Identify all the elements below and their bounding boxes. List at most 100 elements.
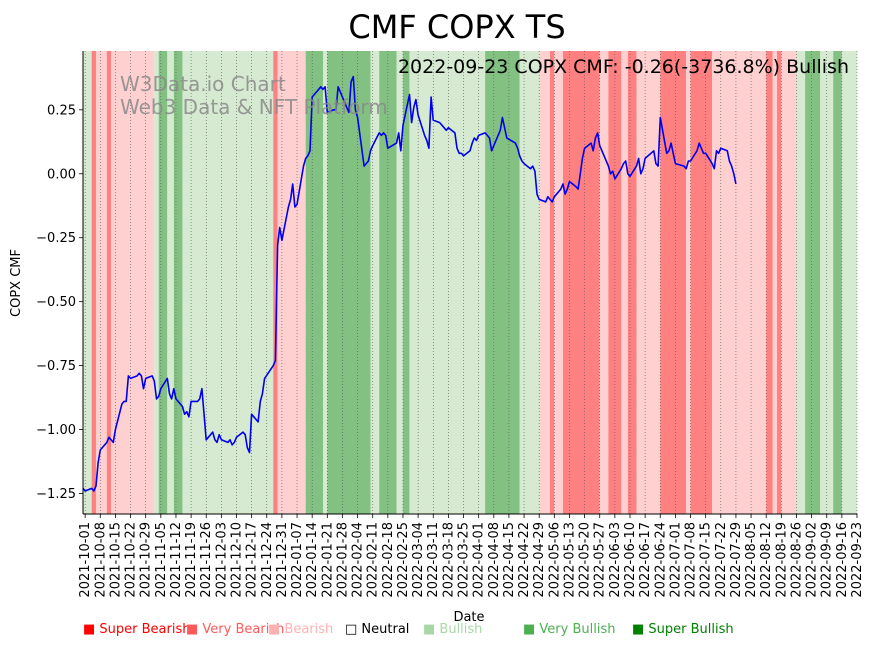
band-bullish: [83, 51, 92, 514]
x-tick-label: 2022-06-03: [608, 522, 623, 598]
legend-item: ■ Super Bullish: [632, 622, 734, 637]
x-tick-label: 2021-12-17: [245, 522, 260, 598]
band-very_bearish: [690, 51, 713, 514]
series-line: [82, 75, 737, 492]
band-very_bullish: [833, 51, 842, 514]
band-very_bearish: [766, 51, 773, 514]
band-bearish: [95, 51, 107, 514]
x-tick-label: 2021-11-19: [184, 522, 199, 598]
x-tick-label: 2022-01-21: [320, 522, 335, 598]
band-bearish: [599, 51, 609, 514]
x-tick-label: 2022-06-10: [623, 522, 638, 598]
band-very_bullish: [158, 51, 168, 514]
chart-annotation: 2022-09-23 COPX CMF: -0.26(-3736.8%) Bul…: [398, 56, 849, 78]
x-tick-label: 2022-01-14: [305, 522, 320, 598]
background-bands: [83, 51, 857, 514]
x-axis-label: Date: [453, 610, 484, 625]
axes: [82, 51, 857, 515]
band-bullish: [796, 51, 806, 514]
x-tick-labels: 2021-10-01 2021-10-08 2021-10-15 2021-10-22…: [78, 514, 865, 598]
band-very_bullish: [173, 51, 183, 514]
band-bearish: [781, 51, 797, 514]
x-tick-label: 2022-03-11: [426, 522, 441, 598]
x-tick-label: 2022-09-09: [820, 522, 835, 598]
band-bearish: [277, 51, 306, 514]
y-tick-label: −0.75: [36, 359, 76, 374]
x-tick-label: 2021-12-31: [275, 522, 290, 598]
x-tick-label: 2022-06-17: [638, 522, 653, 598]
x-tick-label: 2021-12-03: [214, 522, 229, 598]
x-tick-label: 2022-09-02: [805, 522, 820, 598]
x-tick-label: 2022-08-26: [789, 522, 804, 598]
band-bearish: [636, 51, 661, 514]
y-tick-label: −1.00: [36, 423, 76, 438]
legend-item: □ Neutral: [345, 622, 409, 637]
x-tick-label: 2021-10-01: [78, 522, 93, 598]
x-tick-label: 2021-10-15: [108, 522, 123, 598]
x-tick-label: 2022-02-25: [396, 522, 411, 598]
x-tick-label: 2022-08-12: [759, 522, 774, 598]
x-tick-label: 2022-07-22: [714, 522, 729, 598]
chart-title: CMF COPX TS: [348, 8, 565, 46]
grid-lines: [84, 51, 858, 514]
watermark-line-2: Web3 Data & NFT Platform: [120, 95, 388, 119]
x-tick-label: 2022-07-01: [668, 522, 683, 598]
x-tick-label: 2022-05-20: [578, 522, 593, 598]
x-tick-label: 2022-04-15: [502, 522, 517, 598]
band-bearish: [554, 51, 563, 514]
band-very_bearish: [273, 51, 278, 514]
x-tick-label: 2022-04-22: [517, 522, 532, 598]
band-bullish: [154, 51, 159, 514]
x-tick-label: 2022-07-15: [699, 522, 714, 598]
band-very_bullish: [485, 51, 520, 514]
band-bullish: [322, 51, 328, 514]
band-very_bullish: [805, 51, 821, 514]
band-bullish: [519, 51, 540, 514]
band-bullish: [841, 51, 857, 514]
x-tick-label: 2022-09-16: [835, 522, 850, 598]
x-tick-label: 2022-09-23: [850, 522, 865, 598]
band-bullish: [396, 51, 403, 514]
band-bullish: [409, 51, 486, 514]
band-very_bearish: [777, 51, 782, 514]
x-tick-label: 2022-03-18: [441, 522, 456, 598]
x-tick-label: 2022-04-01: [472, 522, 487, 598]
band-very_bearish: [91, 51, 96, 514]
watermark-line-1: W3Data.io Chart: [120, 72, 286, 96]
y-tick-label: 0.25: [47, 103, 76, 118]
x-tick-label: 2022-04-29: [532, 522, 547, 598]
legend-item: ■ Super Bearish: [83, 622, 191, 637]
x-tick-label: 2021-11-05: [154, 522, 169, 598]
band-bearish: [686, 51, 691, 514]
y-tick-label: −1.25: [36, 487, 76, 502]
legend-item: ■ Very Bearish: [186, 622, 284, 637]
band-bearish: [539, 51, 550, 514]
band-bullish: [182, 51, 274, 514]
band-very_bearish: [660, 51, 687, 514]
x-tick-label: 2022-08-19: [774, 522, 789, 598]
x-tick-label: 2022-03-04: [411, 522, 426, 598]
y-tick-label: 0.00: [47, 167, 76, 182]
x-tick-label: 2021-10-22: [124, 522, 139, 598]
band-very_bearish: [627, 51, 637, 514]
band-bearish: [712, 51, 767, 514]
x-tick-label: 2022-07-29: [729, 522, 744, 598]
band-bullish: [167, 51, 174, 514]
x-tick-label: 2022-02-18: [381, 522, 396, 598]
x-tick-label: 2021-11-26: [199, 522, 214, 598]
series-layer: [82, 75, 737, 492]
x-tick-label: 2022-06-24: [653, 522, 668, 598]
band-very_bullish: [402, 51, 410, 514]
x-tick-label: 2022-05-06: [547, 522, 562, 598]
x-tick-label: 2022-08-05: [744, 522, 759, 598]
legend-item: ■ Very Bullish: [523, 622, 615, 637]
band-bullish: [370, 51, 380, 514]
x-tick-label: 2022-02-04: [351, 522, 366, 598]
band-bearish: [111, 51, 155, 514]
y-tick-label: −0.25: [36, 231, 76, 246]
x-tick-label: 2022-02-11: [366, 522, 381, 598]
x-tick-label: 2021-10-08: [93, 522, 108, 598]
x-tick-label: 2021-11-12: [169, 522, 184, 598]
x-tick-label: 2021-12-24: [260, 522, 275, 598]
